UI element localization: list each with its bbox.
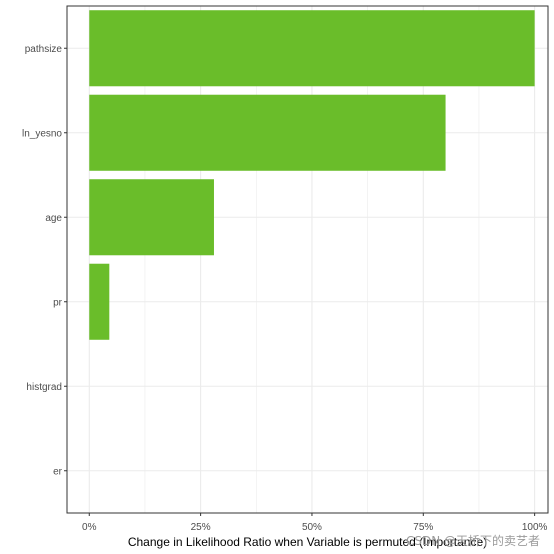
bar-ln-yesno — [89, 94, 446, 171]
bars — [89, 10, 535, 340]
y-tick-label: ln_yesno — [22, 128, 62, 139]
bar-pr — [89, 263, 110, 340]
x-tick-label: 100% — [522, 522, 548, 533]
x-tick-label: 25% — [191, 522, 211, 533]
x-tick-label: 75% — [413, 522, 433, 533]
bar-pathsize — [89, 10, 535, 87]
y-tick-label: pr — [53, 297, 63, 308]
y-tick-label: pathsize — [25, 44, 63, 55]
x-axis-title: Change in Likelihood Ratio when Variable… — [128, 535, 487, 549]
panel-border — [66, 5, 549, 514]
bar-age — [89, 179, 214, 256]
x-tick-label: 0% — [82, 522, 97, 533]
watermark-text: CSDN @天桥下的卖艺者 — [406, 533, 540, 548]
y-tick-label: histgrad — [26, 382, 62, 393]
y-tick-label: age — [45, 213, 62, 224]
y-tick-label: er — [53, 466, 63, 477]
x-tick-label: 50% — [302, 522, 322, 533]
x-axis: 0% 25% 50% 75% 100% — [82, 513, 548, 533]
